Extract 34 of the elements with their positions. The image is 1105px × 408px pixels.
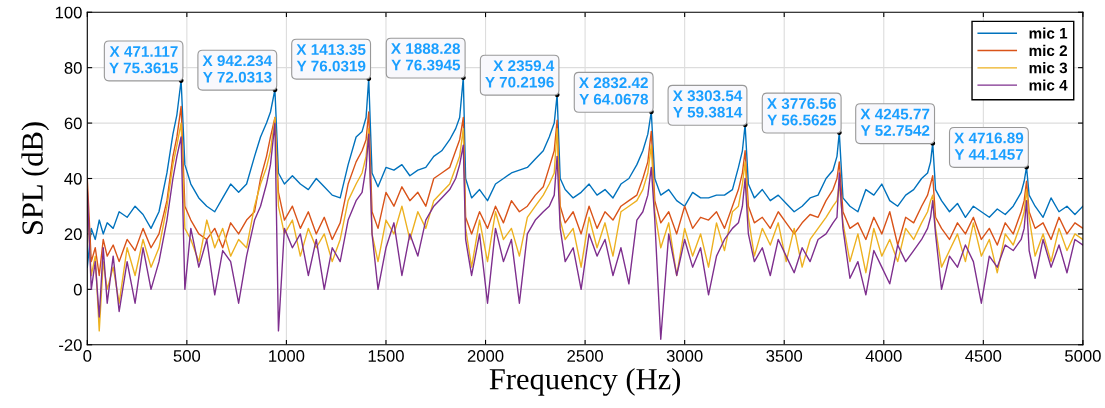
x-tick-label: 1500	[368, 350, 404, 362]
x-tick-label: 4000	[865, 350, 902, 362]
x-axis-title: Frequency (Hz)	[489, 367, 681, 396]
annotation: X 4245.77 Y 52.7542	[860, 108, 930, 136]
legend-label: mic 3	[1029, 62, 1068, 74]
y-tick-label: 20	[64, 228, 82, 241]
annotation: X 3303.54 Y 59.3814	[672, 90, 743, 118]
x-tick-label: 5000	[1065, 350, 1101, 362]
x-tick-label: 3000	[666, 350, 703, 362]
x-tick-label: 4500	[965, 350, 1002, 362]
legend-label: mic 2	[1029, 44, 1068, 57]
x-tick-label: 3500	[766, 350, 803, 362]
x-tick-label: 2500	[567, 350, 603, 362]
x-tick-label: 1000	[269, 350, 305, 362]
x-tick-label: 0	[83, 350, 92, 362]
x-tick-label: 500	[173, 350, 201, 362]
y-tick-label: 60	[64, 117, 82, 130]
annotation: X 471.117 Y 75.3615	[109, 46, 178, 74]
annotation: X 3776.56 Y 56.5625	[766, 98, 837, 126]
legend-label: mic 1	[1029, 27, 1068, 39]
legend-label: mic 4	[1029, 79, 1068, 91]
y-tick-label: 100	[55, 6, 82, 19]
annotation: X 1413.35 Y 76.0319	[296, 44, 366, 72]
y-tick-label: 80	[64, 62, 82, 74]
y-axis-title: SPL (dB)	[21, 122, 50, 235]
annotation: X 4716.89 Y 44.1457	[954, 132, 1024, 160]
y-tick-label: 0	[73, 283, 82, 296]
annotation: X 2359.4 Y 70.2196	[485, 60, 555, 88]
annotation: X 2832.42 Y 64.0678	[578, 77, 649, 105]
x-tick-label: 2000	[467, 350, 504, 362]
y-tick-label: -20	[59, 339, 82, 351]
y-tick-label: 40	[64, 172, 82, 185]
annotation: X 942.234 Y 72.0313	[202, 55, 273, 83]
annotation: X 1888.28 Y 76.3945	[390, 43, 461, 71]
